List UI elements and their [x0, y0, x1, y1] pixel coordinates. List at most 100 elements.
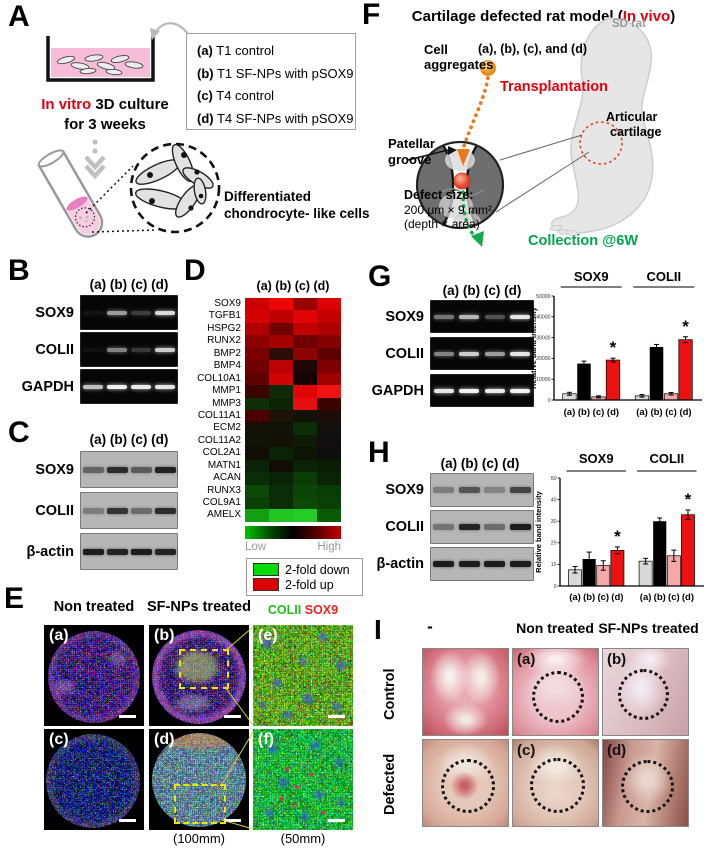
scale-low-label: Low: [245, 541, 267, 553]
x-category-label: (a): [636, 407, 648, 418]
zoom-connector-lines: [495, 134, 590, 213]
heatmap-cell: [317, 397, 341, 410]
heatmap-cell: [269, 434, 293, 448]
gel-row-label: SOX9: [385, 482, 424, 498]
heatmap-cell: [245, 447, 269, 460]
panel-g-lane-header: (a) (b) (c) (d): [442, 283, 522, 298]
panel-g-chart: 0 10000 20000 30000 40000 50000 Relative band …: [529, 269, 702, 418]
gel-band: [484, 388, 505, 393]
panel-e-col2-header: SF-NPs treated: [147, 599, 251, 615]
heatmap-cell: [293, 322, 317, 336]
gel-lane-box: [430, 300, 534, 333]
heatmap-gene-label: MMP1: [212, 385, 241, 397]
gel-row: GAPDH: [368, 374, 534, 407]
heatmap-cell: [317, 322, 341, 336]
heatmap-cell: [245, 298, 269, 311]
panel-b-label: B: [8, 254, 30, 287]
x-category-label: (b): [583, 592, 595, 603]
gel-band: [433, 388, 454, 393]
sox9-red-label: SOX9: [304, 603, 339, 617]
heatmap-cell: [293, 472, 317, 485]
bar: [653, 521, 667, 586]
photo-label: (b): [607, 651, 627, 668]
heatmap-cell: [269, 409, 293, 423]
gel-band: [131, 384, 151, 389]
bar: [638, 560, 653, 587]
heatmap-cell: [317, 484, 341, 497]
heatmap-cell: [245, 409, 269, 423]
gel-band: [484, 351, 505, 356]
bar: [678, 339, 693, 401]
gel-band: [131, 347, 151, 352]
scale-caption-50mm: (50mm): [280, 831, 326, 846]
culture-dish-icon: [46, 36, 155, 82]
gel-band: [510, 388, 531, 393]
cell-aggregates-label: Cell aggregates: [424, 42, 493, 72]
group-header: COLII: [646, 269, 681, 284]
gel-band: [155, 384, 175, 389]
fluorescence-image-a: (a): [44, 625, 144, 726]
gel-lane-box: [80, 332, 178, 367]
gel-row-label: COLII: [385, 519, 424, 535]
heatmap-row: MATN1: [181, 459, 341, 473]
transplantation-label: Transplantation: [500, 79, 608, 95]
legend-2fold-up: 2-fold up: [253, 578, 356, 592]
heatmap-cell: [269, 509, 293, 522]
fluorescence-image-e: (e): [253, 625, 353, 726]
heatmap-gene-label: COL10A1: [197, 372, 241, 384]
heatmap-cell: [269, 497, 293, 510]
heatmap-cell: [245, 347, 269, 361]
legend-item-d: (d) T4 SF-NPs with pSOX9: [197, 108, 354, 131]
colii-green-label: COLII: [267, 603, 302, 617]
heatmap-row: ECM2: [181, 422, 341, 435]
panel-i-row2-label: Defected: [382, 753, 398, 815]
y-axis-title: Relative band intensity: [529, 306, 538, 389]
heatmap-cell: [293, 459, 317, 473]
heatmap-gene-label: HSPG2: [207, 322, 241, 334]
gel-row-label: SOX9: [385, 308, 424, 325]
scale-bar: [119, 715, 136, 718]
x-category-label: (a): [569, 592, 581, 603]
heatmap-cell: [317, 409, 341, 423]
legend-item-prefix: (a): [197, 43, 213, 58]
heatmap-cell: [317, 360, 341, 373]
articular-cartilage-circle: [579, 121, 623, 165]
gel-lane-box: [430, 473, 534, 507]
down-arrow-icon: [84, 139, 106, 180]
f-title-close: ): [670, 8, 676, 25]
heatmap-cell: [245, 397, 269, 410]
gel-band: [83, 347, 103, 352]
invitro-red-text: In vitro: [41, 96, 92, 113]
groups-line-label: (a), (b), (c), and (d): [478, 42, 588, 56]
heatmap-cell: [293, 385, 317, 398]
heatmap-cell: [293, 335, 317, 348]
heatmap-cell: [269, 360, 293, 373]
panel-i-col3-header: SF-NPs treated: [598, 620, 699, 636]
bar: [577, 363, 591, 400]
condition-legend-box: (a) T1 control (b) T1 SF-NPs with pSOX9 …: [186, 33, 356, 130]
transplantation-arrow: [457, 76, 490, 166]
scale-caption-100mm: (100mm): [172, 831, 225, 846]
patellar-groove-arrow: [407, 146, 457, 161]
gel-row: COLII: [368, 510, 534, 544]
fluorescence-image-f: (f): [253, 729, 353, 830]
x-category-label: (d): [607, 407, 619, 418]
invitro-caption: In vitro 3D culture for 3 weeks: [25, 95, 185, 135]
knee-photo-defected-untouched: [422, 739, 509, 827]
heatmap-legend-box: 2-fold down 2-fold up: [246, 558, 363, 596]
gel-row-label: GAPDH: [21, 378, 74, 395]
heatmap-cell: [269, 397, 293, 410]
panel-h-lane-header: (a) (b) (c) (d): [440, 456, 520, 471]
gel-band: [154, 507, 176, 514]
heatmap-row: BMP2: [181, 347, 341, 361]
gel-row: SOX9: [368, 300, 534, 333]
cell-aggregate-ball: [480, 60, 496, 76]
defect-site-circle: [621, 760, 674, 813]
gel-row-label: GAPDH: [371, 382, 424, 399]
gel-band: [83, 384, 103, 389]
heatmap-gene-label: COL2A1: [202, 447, 241, 459]
gel-band: [433, 487, 455, 493]
heatmap-row: RUNX2: [181, 335, 341, 348]
gel-band: [510, 351, 531, 356]
